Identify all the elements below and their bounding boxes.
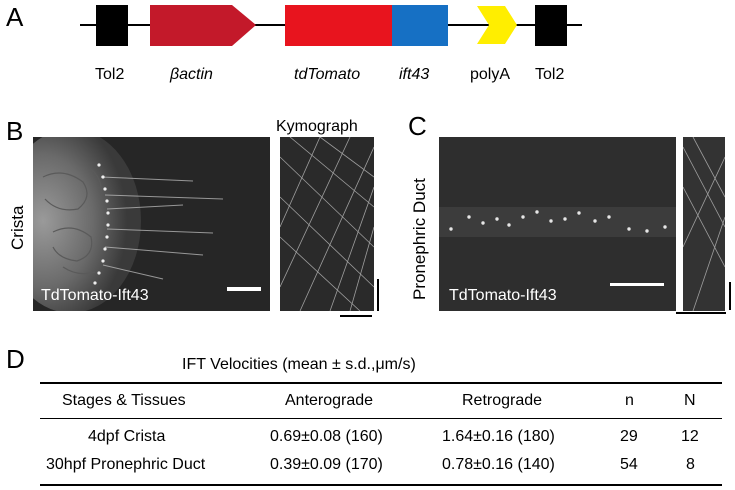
crista-micrograph: TdTomato-Ift43 (33, 137, 270, 311)
pronephric-micrograph: TdTomato-Ift43 (439, 137, 676, 311)
row2-n-upper: 8 (686, 456, 695, 473)
pronephric-duct-label: Pronephric Duct (410, 178, 429, 300)
ift43-label: ift43 (399, 66, 430, 83)
crista-caption: TdTomato-Ift43 (41, 287, 149, 304)
header-retrograde: Retrograde (462, 392, 543, 409)
ift43-element (392, 5, 448, 46)
table-bottom-rule (40, 484, 722, 486)
kymograph-b-time-bar (377, 279, 379, 311)
row2-n-lower: 54 (620, 456, 638, 473)
kymograph-b-distance-bar (340, 315, 372, 317)
pronephric-kymograph (683, 137, 725, 311)
table-header-rule (40, 418, 722, 419)
header-stages: Stages & Tissues (62, 392, 186, 409)
tol2-left-label: Tol2 (95, 66, 125, 83)
table-title: IFT Velocities (mean ± s.d.,μm/s) (182, 356, 416, 373)
crista-kymograph (280, 137, 374, 311)
crista-label: Crista (8, 205, 27, 250)
row2-retrograde: 0.78±0.16 (140) (442, 456, 555, 473)
tol2-left-element (96, 5, 128, 46)
row1-retrograde: 1.64±0.16 (180) (442, 428, 555, 445)
header-anterograde: Anterograde (285, 392, 374, 409)
row1-tissue: 4dpf Crista (88, 428, 166, 445)
pronephric-caption: TdTomato-Ift43 (449, 287, 557, 304)
panel-a-letter: A (6, 2, 24, 32)
pronephric-image-content (439, 207, 676, 286)
kymograph-label: Kymograph (276, 118, 358, 135)
bactin-label: βactin (170, 66, 213, 83)
header-n-lower: n (625, 392, 634, 409)
crista-scale-bar (227, 287, 261, 291)
table-top-rule (40, 382, 722, 384)
construct-diagram (80, 5, 582, 46)
kymograph-c-time-bar (729, 282, 731, 310)
bactin-promoter-arrow (150, 5, 256, 46)
row1-n-lower: 29 (620, 428, 638, 445)
row2-anterograde: 0.39±0.09 (170) (270, 456, 383, 473)
kymograph-c-distance-bar (676, 312, 726, 314)
polya-label: polyA (470, 66, 511, 83)
crista-kymograph-traces (280, 137, 374, 311)
tol2-right-element (535, 5, 567, 46)
row1-n-upper: 12 (681, 428, 699, 445)
tdtomato-element (285, 5, 392, 46)
crista-image-content (33, 137, 261, 311)
row1-anterograde: 0.69±0.08 (160) (270, 428, 383, 445)
panel-b-letter: B (6, 116, 24, 146)
polya-element (477, 6, 517, 44)
header-n-upper: N (684, 392, 696, 409)
tdtomato-label: tdTomato (294, 66, 361, 83)
panel-c-letter: C (408, 111, 427, 141)
row2-tissue: 30hpf Pronephric Duct (46, 456, 206, 473)
panel-d-letter: D (6, 344, 25, 374)
tol2-right-label: Tol2 (535, 66, 565, 83)
pronephric-kymograph-traces (683, 137, 725, 311)
pronephric-scale-bar (610, 283, 664, 286)
